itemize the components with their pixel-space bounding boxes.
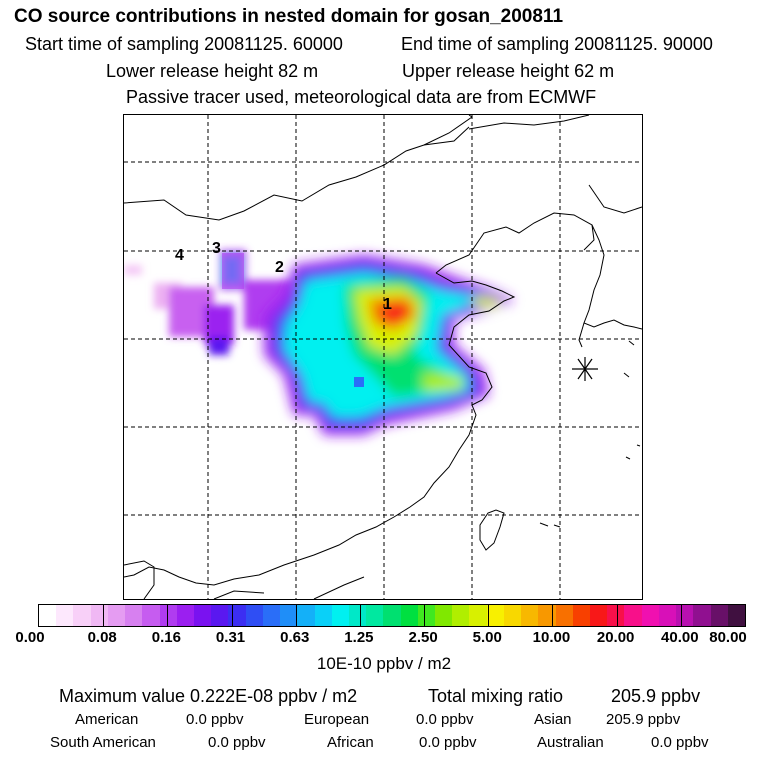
asian-label: Asian [534, 711, 572, 728]
colorbar-swatch [469, 605, 487, 626]
colorbar-swatch [452, 605, 470, 626]
map-panel: 1 2 3 4 [123, 114, 643, 600]
colorbar-swatch [590, 605, 608, 626]
colorbar-tick [616, 605, 618, 626]
start-time-label: Start time of sampling 20081125. 60000 [25, 34, 343, 54]
source-label-2: 2 [275, 259, 284, 276]
australian-label: Australian [537, 734, 604, 751]
colorbar-swatch [125, 605, 143, 626]
colorbar-tick [231, 605, 233, 626]
upper-release-height-label: Upper release height 62 m [402, 61, 615, 81]
colorbar-swatch [555, 605, 573, 626]
tracer-note: Passive tracer used, meteorological data… [126, 87, 597, 107]
colorbar-tick-label: 0.16 [151, 629, 181, 646]
colorbar-swatch [486, 605, 504, 626]
european-label: European [304, 711, 370, 728]
colorbar-tick [295, 605, 297, 626]
colorbar-tick [552, 605, 554, 626]
colorbar-swatch [693, 605, 711, 626]
end-time-label: End time of sampling 20081125. 90000 [401, 34, 713, 54]
colorbar-tick-label: 0.00 [15, 629, 45, 646]
colorbar-swatch [607, 605, 625, 626]
colorbar-swatch [176, 605, 194, 626]
african-label: African [327, 734, 374, 751]
colorbar-swatch [193, 605, 212, 626]
colorbar-swatch [348, 605, 367, 626]
colorbar-swatch [142, 605, 160, 626]
colorbar-swatch [503, 605, 522, 626]
african-value: 0.0 ppbv [419, 734, 477, 751]
colorbar-tick-label: 20.00 [596, 629, 635, 646]
colorbar-tick [424, 605, 426, 626]
colorbar [38, 604, 746, 627]
total-mixing-ratio-label: Total mixing ratio [428, 686, 564, 706]
colorbar-swatch [417, 605, 436, 626]
colorbar-swatch [658, 605, 677, 626]
source-label-1: 1 [383, 296, 392, 313]
colorbar-swatch [39, 605, 57, 626]
receptor-star-icon [572, 357, 598, 381]
australian-value: 0.0 ppbv [651, 734, 709, 751]
colorbar-swatch [538, 605, 556, 626]
colorbar-swatch [228, 605, 246, 626]
colorbar-swatch [211, 605, 229, 626]
colorbar-swatch [710, 605, 728, 626]
colorbar-swatch [107, 605, 126, 626]
colorbar-swatch [262, 605, 281, 626]
colorbar-swatch [383, 605, 401, 626]
colorbar-tick-label: 80.00 [709, 629, 747, 646]
colorbar-swatch [314, 605, 332, 626]
colorbar-tick [680, 605, 682, 626]
colorbar-swatch [280, 605, 298, 626]
colorbar-swatch [331, 605, 349, 626]
plume [124, 250, 514, 435]
colorbar-tick [488, 605, 490, 626]
south-american-value: 0.0 ppbv [208, 734, 266, 751]
colorbar-swatch [297, 605, 315, 626]
european-value: 0.0 ppbv [416, 711, 474, 728]
south-american-label: South American [50, 734, 156, 751]
colorbar-swatch [676, 605, 694, 626]
colorbar-tick [359, 605, 361, 626]
colorbar-swatch [641, 605, 659, 626]
colorbar-tick [103, 605, 105, 626]
source-label-3: 3 [212, 240, 221, 257]
colorbar-tick-label: 2.50 [408, 629, 438, 646]
colorbar-tick-label: 10.00 [532, 629, 571, 646]
colorbar-swatch [245, 605, 263, 626]
american-label: American [75, 711, 139, 728]
colorbar-swatch [73, 605, 91, 626]
total-mixing-ratio-value: 205.9 ppbv [611, 686, 701, 706]
colorbar-swatch [624, 605, 642, 626]
colorbar-tick-label: 0.63 [280, 629, 310, 646]
colorbar-swatch [56, 605, 74, 626]
colorbar-tick-label: 1.25 [344, 629, 374, 646]
colorbar-tick-label: 0.31 [215, 629, 246, 646]
colorbar-swatch [400, 605, 418, 626]
colorbar-swatch [366, 605, 384, 626]
colorbar-swatch [521, 605, 539, 626]
grid-lines [124, 115, 642, 599]
colorbar-tick-label: 0.08 [87, 629, 117, 646]
maximum-value: Maximum value 0.222E-08 ppbv / m2 [59, 686, 358, 706]
colorbar-tick-label: 5.00 [472, 629, 502, 646]
colorbar-tick [167, 605, 169, 626]
source-label-4: 4 [175, 247, 184, 264]
colorbar-tick-label: 40.00 [661, 629, 699, 646]
colorbar-swatch [435, 605, 453, 626]
colorbar-swatch [572, 605, 590, 626]
map-canvas: 1 2 3 4 [124, 115, 642, 599]
american-value: 0.0 ppbv [186, 711, 244, 728]
lower-release-height-label: Lower release height 82 m [106, 61, 319, 81]
colorbar-swatch [90, 605, 108, 626]
plot-title: CO source contributions in nested domain… [14, 6, 564, 27]
colorbar-swatch [727, 605, 745, 626]
asian-value: 205.9 ppbv [606, 711, 681, 728]
colorbar-unit: 10E-10 ppbv / m2 [316, 654, 452, 673]
coastlines [124, 115, 642, 599]
